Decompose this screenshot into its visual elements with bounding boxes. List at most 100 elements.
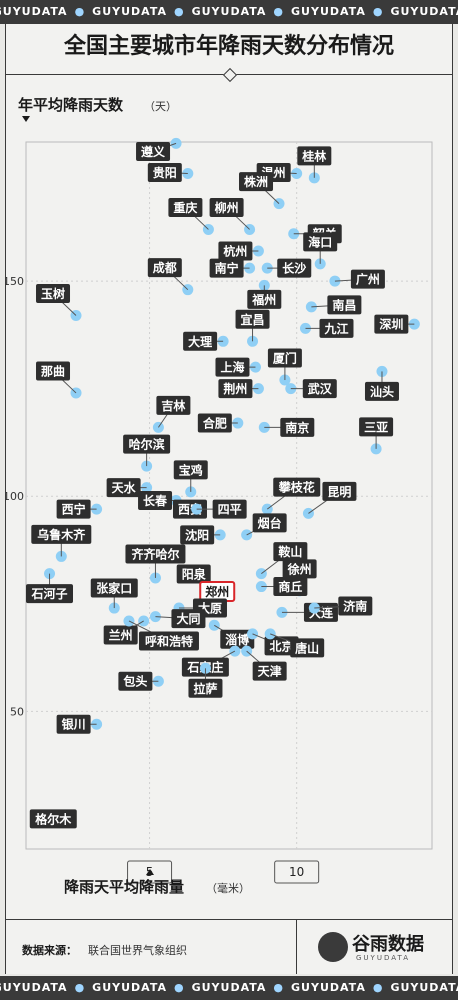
point-label-box — [36, 361, 71, 381]
point-label-box — [267, 348, 302, 368]
point-label-box — [176, 564, 211, 584]
point-label-box — [322, 481, 357, 501]
chart-card: 全国主要城市年降雨天数分布情况 50100150510年平均降雨天数（天）降雨天… — [5, 24, 453, 974]
point-label: 鞍山 — [278, 544, 302, 559]
point-label-box — [36, 283, 71, 303]
top-banner: GUYUDATA ● GUYUDATA ● GUYUDATA ● GUYUDATA ● GUYU… — [0, 0, 458, 24]
point-label-box — [123, 434, 171, 454]
point-label-box — [56, 499, 91, 519]
point-label-box — [125, 544, 186, 564]
x-axis-arrow-icon — [146, 869, 154, 875]
point-label-box — [118, 671, 153, 691]
banner-dot-icon: ● — [372, 981, 384, 994]
point-label-box — [147, 258, 182, 278]
point-label: 玉树 — [41, 286, 65, 301]
point-label-box — [90, 578, 138, 598]
banner-dot-icon: ● — [372, 5, 384, 18]
point-label-box — [303, 232, 338, 252]
point-label: 银川 — [62, 717, 86, 732]
point-label-box — [273, 477, 321, 497]
point-label: 张家口 — [96, 581, 132, 596]
y-tick-label: 150 — [6, 275, 24, 288]
point-label-box — [290, 638, 325, 658]
point-label-box — [138, 631, 199, 651]
point-label: 四平 — [218, 503, 242, 517]
point-label-box — [364, 381, 399, 401]
banner-text: GUYUDATA — [390, 981, 458, 994]
point-label-box — [359, 417, 394, 437]
y-tick-label: 50 — [10, 705, 24, 718]
point-label: 汕头 — [370, 384, 394, 399]
point-label: 三亚 — [364, 420, 388, 434]
point-label-box — [26, 584, 73, 604]
point-label: 那曲 — [41, 363, 65, 378]
point-label-box — [180, 525, 215, 545]
point-label-box — [297, 146, 332, 166]
point-label-box — [239, 172, 274, 192]
point-label-box — [56, 714, 91, 734]
point-label: 南昌 — [332, 297, 356, 312]
point-label-box — [209, 197, 244, 217]
x-tick-label: 10 — [289, 865, 304, 879]
point-label: 大理 — [188, 334, 212, 349]
point-label-box — [235, 309, 270, 329]
point-label-box — [106, 478, 141, 498]
point-label: 烟台 — [258, 515, 282, 530]
point-label: 唐山 — [295, 640, 319, 655]
data-point — [249, 361, 261, 373]
point-label-box — [188, 678, 223, 698]
bottom-banner: GUYUDATA ● GUYUDATA ● GUYUDATA ● GUYUDATA ● GUYU… — [0, 976, 458, 1000]
point-label-box — [273, 542, 308, 562]
y-axis-title: 年平均降雨天数 — [18, 96, 124, 114]
point-label: 沈阳 — [185, 527, 209, 542]
banner-text: GUYUDATA — [0, 981, 68, 994]
data-point — [261, 503, 273, 515]
banner-dot-icon: ● — [74, 5, 86, 18]
point-label: 郑州 — [205, 584, 229, 599]
point-label-box — [147, 163, 182, 183]
point-label: 淄博 — [225, 632, 249, 647]
point-label-box — [31, 524, 92, 544]
data-point — [255, 581, 267, 593]
point-label-box — [173, 460, 208, 480]
point-label: 齐齐哈尔 — [131, 546, 179, 561]
banner-text: GUYUDATA — [0, 5, 68, 18]
point-label: 武汉 — [308, 381, 333, 396]
point-label-box — [29, 809, 77, 829]
point-label-box — [136, 142, 171, 161]
banner-text: GUYUDATA — [191, 981, 267, 994]
point-label: 株洲 — [244, 174, 268, 189]
x-tick-box — [274, 860, 320, 884]
point-label: 桂林 — [301, 148, 326, 163]
plot-frame — [25, 141, 433, 850]
point-label: 商丘 — [278, 579, 302, 594]
point-label-box — [374, 314, 409, 334]
point-label: 大同 — [176, 611, 200, 626]
data-point — [123, 615, 135, 627]
banner-text: GUYUDATA — [390, 5, 458, 18]
source-value: 联合国世界气象组织 — [88, 944, 187, 957]
point-label: 南宁 — [215, 261, 239, 276]
point-label: 长春 — [143, 493, 168, 508]
point-label-box — [103, 625, 138, 645]
point-label-box — [338, 596, 373, 616]
point-label-box — [197, 413, 232, 433]
point-label-box — [215, 357, 250, 377]
point-label: 天津 — [258, 664, 282, 679]
point-label: 重庆 — [173, 200, 197, 215]
banner-text: GUYUDATA — [291, 5, 366, 18]
logo-text: 谷雨数据 — [352, 934, 424, 955]
point-label: 天水 — [112, 480, 137, 495]
banner-dot-icon: ● — [273, 981, 285, 994]
point-label: 宜昌 — [241, 312, 265, 327]
point-label: 上海 — [220, 360, 244, 375]
banner-text: GUYUDATA — [191, 5, 267, 18]
point-label-box — [350, 269, 385, 289]
point-label: 杭州 — [223, 243, 247, 258]
footer-vertical-divider — [296, 920, 297, 974]
point-label: 深圳 — [379, 317, 403, 332]
banner-text: GUYUDATA — [92, 981, 167, 994]
y-axis-unit: （天） — [144, 100, 177, 113]
point-label-box — [209, 258, 244, 278]
footer-divider — [6, 919, 452, 920]
